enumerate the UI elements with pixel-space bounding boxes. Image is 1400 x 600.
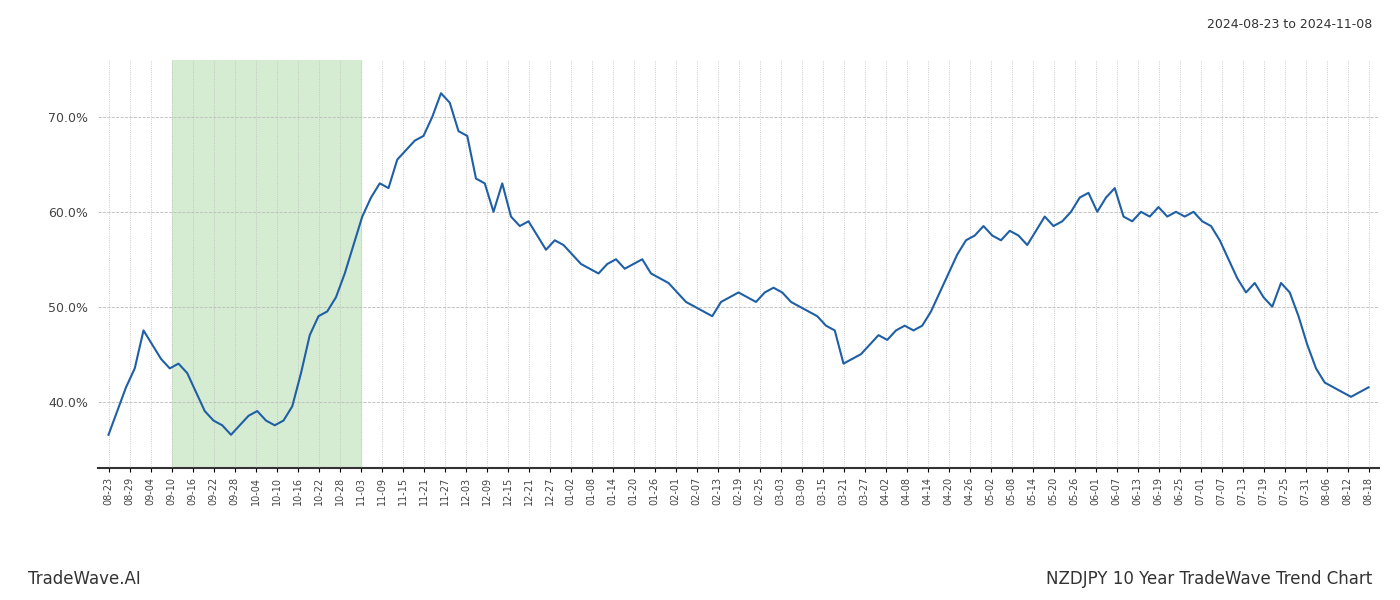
Bar: [172, 60, 361, 468]
Text: 2024-08-23 to 2024-11-08: 2024-08-23 to 2024-11-08: [1207, 18, 1372, 31]
Text: NZDJPY 10 Year TradeWave Trend Chart: NZDJPY 10 Year TradeWave Trend Chart: [1046, 570, 1372, 588]
Text: TradeWave.AI: TradeWave.AI: [28, 570, 141, 588]
